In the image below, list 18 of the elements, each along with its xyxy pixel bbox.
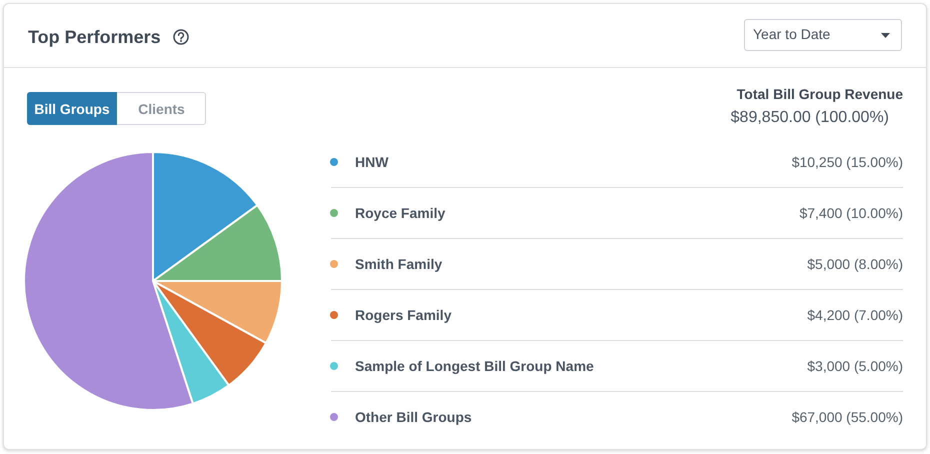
data-label: $3,000 (5.00%) [807,357,903,375]
legend-label: Smith Family [355,255,442,273]
data-label: $67,000 (55.00%) [792,408,903,426]
data-label: $4,200 (7.00%) [807,306,903,324]
legend-label: Other Bill Groups [355,408,472,426]
text: Bill Groups [34,100,110,116]
legend-title: Total Bill Group Revenue [736,85,903,103]
chart-title: Top Performers [28,26,161,48]
legend-label: Rogers Family [355,306,452,324]
legend-label: HNW [355,153,388,171]
legend-label: Royce Family [355,204,446,222]
data-label: $5,000 (8.00%) [807,255,903,273]
text: Clients [138,100,185,116]
text: Year to Date [753,26,830,43]
legend-label: Sample of Longest Bill Group Name [355,357,594,375]
text: $89,850.00 (100.00%) [730,108,889,128]
data-label: $10,250 (15.00%) [792,153,903,171]
data-label: $7,400 (10.00%) [799,204,903,222]
